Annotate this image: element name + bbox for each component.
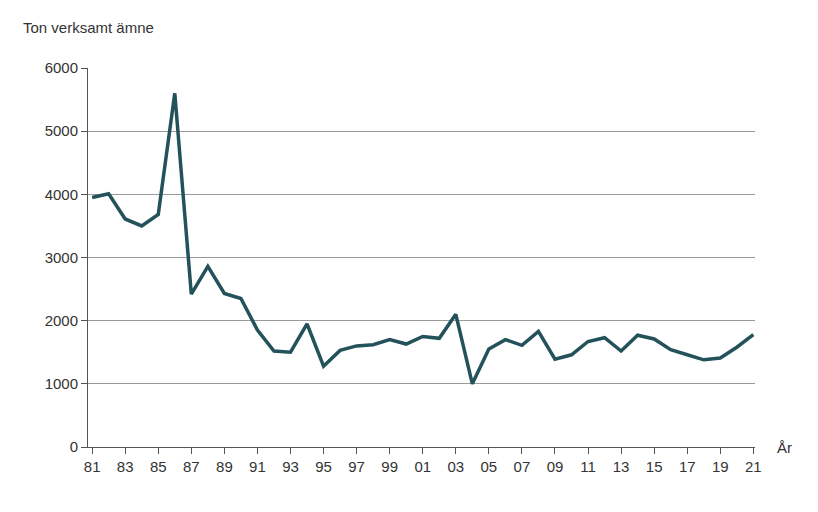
svg-text:19: 19 bbox=[712, 458, 729, 475]
svg-text:5000: 5000 bbox=[45, 122, 78, 139]
svg-text:89: 89 bbox=[216, 458, 233, 475]
svg-text:83: 83 bbox=[117, 458, 134, 475]
svg-text:17: 17 bbox=[679, 458, 696, 475]
svg-text:2000: 2000 bbox=[45, 312, 78, 329]
svg-text:15: 15 bbox=[646, 458, 663, 475]
svg-text:85: 85 bbox=[150, 458, 167, 475]
svg-text:1000: 1000 bbox=[45, 375, 78, 392]
svg-text:Ton verksamt ämne: Ton verksamt ämne bbox=[23, 19, 154, 36]
svg-text:87: 87 bbox=[183, 458, 200, 475]
svg-text:09: 09 bbox=[547, 458, 564, 475]
svg-text:93: 93 bbox=[282, 458, 299, 475]
svg-text:99: 99 bbox=[381, 458, 398, 475]
svg-text:21: 21 bbox=[745, 458, 762, 475]
svg-text:01: 01 bbox=[414, 458, 431, 475]
svg-text:4000: 4000 bbox=[45, 186, 78, 203]
svg-text:81: 81 bbox=[84, 458, 101, 475]
svg-text:11: 11 bbox=[580, 458, 596, 475]
svg-text:År: År bbox=[777, 439, 792, 456]
svg-text:05: 05 bbox=[481, 458, 498, 475]
svg-text:13: 13 bbox=[613, 458, 630, 475]
svg-text:07: 07 bbox=[514, 458, 531, 475]
svg-text:03: 03 bbox=[447, 458, 464, 475]
svg-text:6000: 6000 bbox=[45, 59, 78, 76]
svg-text:91: 91 bbox=[249, 458, 266, 475]
svg-text:95: 95 bbox=[315, 458, 332, 475]
svg-text:0: 0 bbox=[70, 438, 78, 455]
svg-text:3000: 3000 bbox=[45, 249, 78, 266]
svg-text:97: 97 bbox=[348, 458, 365, 475]
